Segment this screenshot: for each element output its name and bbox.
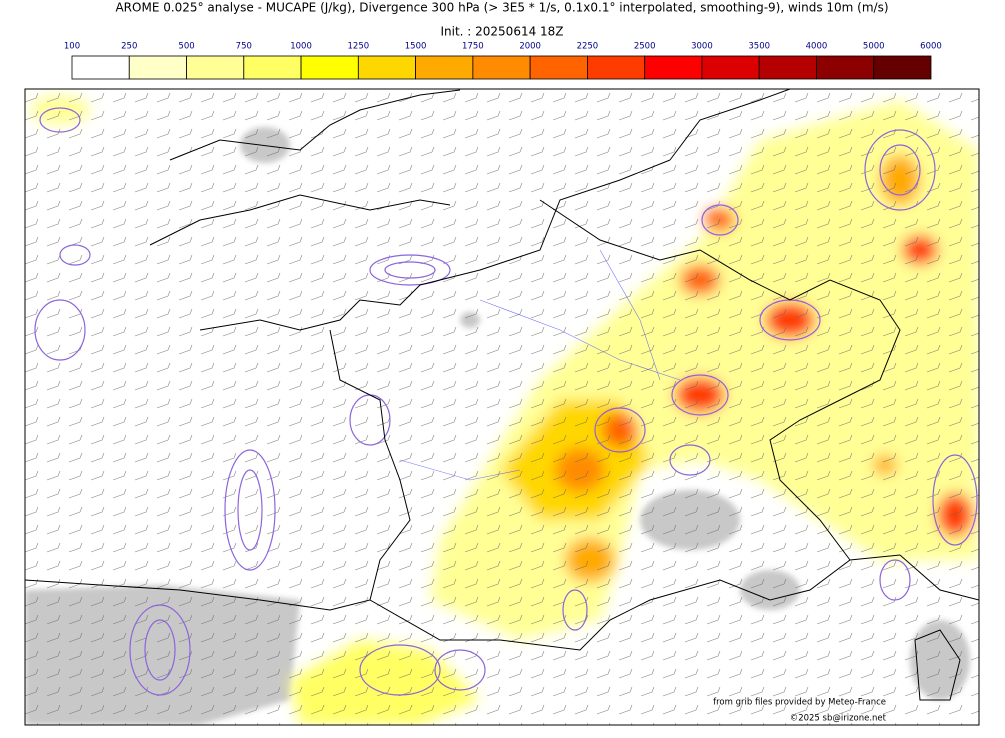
colorbar-tick-label: 2000 [519,42,541,52]
colorbar-tick-label: 1500 [405,42,427,52]
colorbar-bin [529,55,588,80]
colorbar-tick-label: 100 [64,42,80,52]
colorbar-tick-label: 750 [236,42,252,52]
copyright: ©2025 sb@irizone.net [790,714,887,724]
colorbar-bin [243,55,302,80]
colorbar-tick-label: 5000 [863,42,885,52]
colorbar-bin [644,55,703,80]
colorbar-bin [758,55,817,80]
colorbar-bin [300,55,359,80]
colorbar-bin [186,55,245,80]
map-frame [24,88,980,726]
colorbar-tick-label: 1250 [348,42,370,52]
colorbar-tick-label: 3500 [748,42,770,52]
colorbar-tick-label: 250 [121,42,137,52]
colorbar-bin [701,55,760,80]
colorbar: 100 250 500 750 1000 1250 1500 1750 2000 2250 2500… [64,42,942,80]
colorbar-tick-label: 4000 [806,42,828,52]
colorbar-tick-label: 6000 [920,42,942,52]
init-time: Init. : 20250614 18Z [440,25,563,39]
colorbar-tick-label: 2500 [634,42,656,52]
colorbar-bin [873,55,932,80]
colorbar-tick-label: 1750 [462,42,484,52]
colorbar-bin [71,55,130,80]
colorbar-bin [472,55,531,80]
source-credit: from grib files provided by Meteo-France [713,698,886,708]
colorbar-bin [587,55,646,80]
map [25,89,979,725]
colorbar-tick-label: 500 [178,42,194,52]
colorbar-tick-label: 1000 [290,42,312,52]
colorbar-bin [357,55,417,80]
colorbar-bin [128,55,187,80]
colorbar-tick-label: 2250 [577,42,599,52]
colorbar-tick-label: 3000 [691,42,713,52]
colorbar-bin [415,55,474,80]
colorbar-bin [816,55,875,80]
map-title: AROME 0.025° analyse - MUCAPE (J/kg), Di… [115,1,888,15]
